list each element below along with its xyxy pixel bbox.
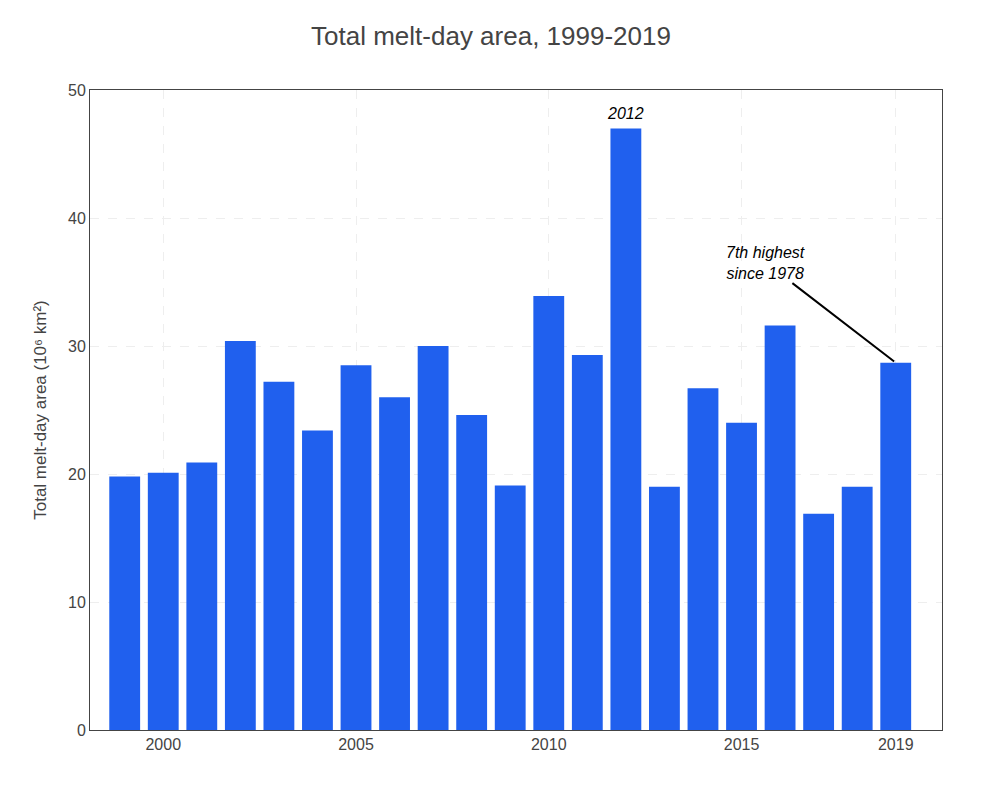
svg-text:30: 30 — [68, 338, 86, 355]
svg-text:2019: 2019 — [878, 736, 914, 753]
svg-text:50: 50 — [68, 82, 86, 99]
svg-text:7th highestsince 1978: 7th highestsince 1978 — [726, 244, 805, 282]
svg-text:10: 10 — [68, 594, 86, 611]
svg-text:Total melt-day area (10⁶ km²): Total melt-day area (10⁶ km²) — [31, 300, 50, 520]
svg-text:40: 40 — [68, 210, 86, 227]
svg-text:2015: 2015 — [724, 736, 760, 753]
svg-text:0: 0 — [77, 722, 86, 739]
svg-text:2010: 2010 — [531, 736, 567, 753]
svg-text:Total melt-day area, 1999-2019: Total melt-day area, 1999-2019 — [311, 21, 671, 51]
svg-text:2012: 2012 — [607, 105, 644, 122]
svg-text:2005: 2005 — [338, 736, 374, 753]
svg-text:2000: 2000 — [145, 736, 181, 753]
svg-text:20: 20 — [68, 466, 86, 483]
